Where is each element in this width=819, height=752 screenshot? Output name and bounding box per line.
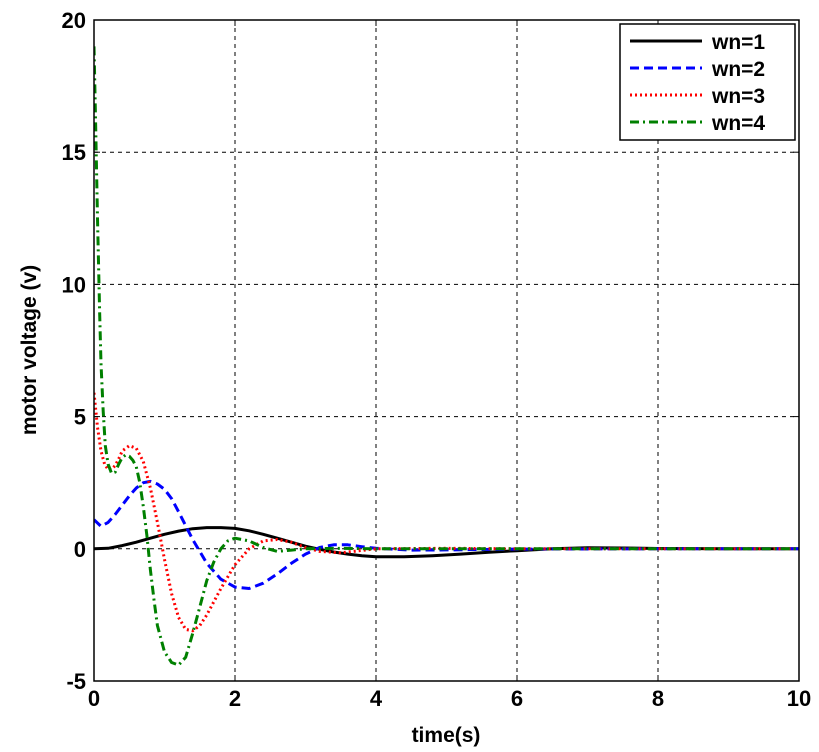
series-layer xyxy=(94,46,799,667)
y-tick-label: 0 xyxy=(74,537,86,562)
series-line-wn=3 xyxy=(94,392,799,633)
legend: wn=1 wn=2 wn=3 wn=4 xyxy=(619,23,796,141)
x-tick-label: 10 xyxy=(787,686,811,711)
y-tick-label: 10 xyxy=(62,272,86,297)
series-line-wn=4 xyxy=(94,46,799,667)
legend-box xyxy=(619,23,796,141)
plot-frame xyxy=(93,19,800,682)
y-tick-label: 5 xyxy=(74,405,86,430)
y-tick-label: 15 xyxy=(62,140,86,165)
x-tick-label: 8 xyxy=(652,686,664,711)
grid xyxy=(93,19,800,682)
y-tick-label: -5 xyxy=(66,669,86,694)
x-tick-label: 4 xyxy=(370,686,383,711)
legend-label: wn=4 xyxy=(711,112,765,135)
y-axis-label: motor voltage (v) xyxy=(18,265,41,435)
x-axis-label: time(s) xyxy=(412,724,481,747)
legend-label: wn=3 xyxy=(711,85,765,108)
x-tick-label: 6 xyxy=(511,686,523,711)
x-tick-label: 2 xyxy=(229,686,241,711)
y-tick-label: 20 xyxy=(62,8,86,33)
y-tick-labels: -5 0 5 10 15 20 xyxy=(62,8,86,694)
legend-label: wn=2 xyxy=(711,58,765,81)
x-tick-labels: 0 2 4 6 8 10 xyxy=(88,686,811,711)
legend-label: wn=1 xyxy=(711,31,765,54)
x-tick-label: 0 xyxy=(88,686,100,711)
